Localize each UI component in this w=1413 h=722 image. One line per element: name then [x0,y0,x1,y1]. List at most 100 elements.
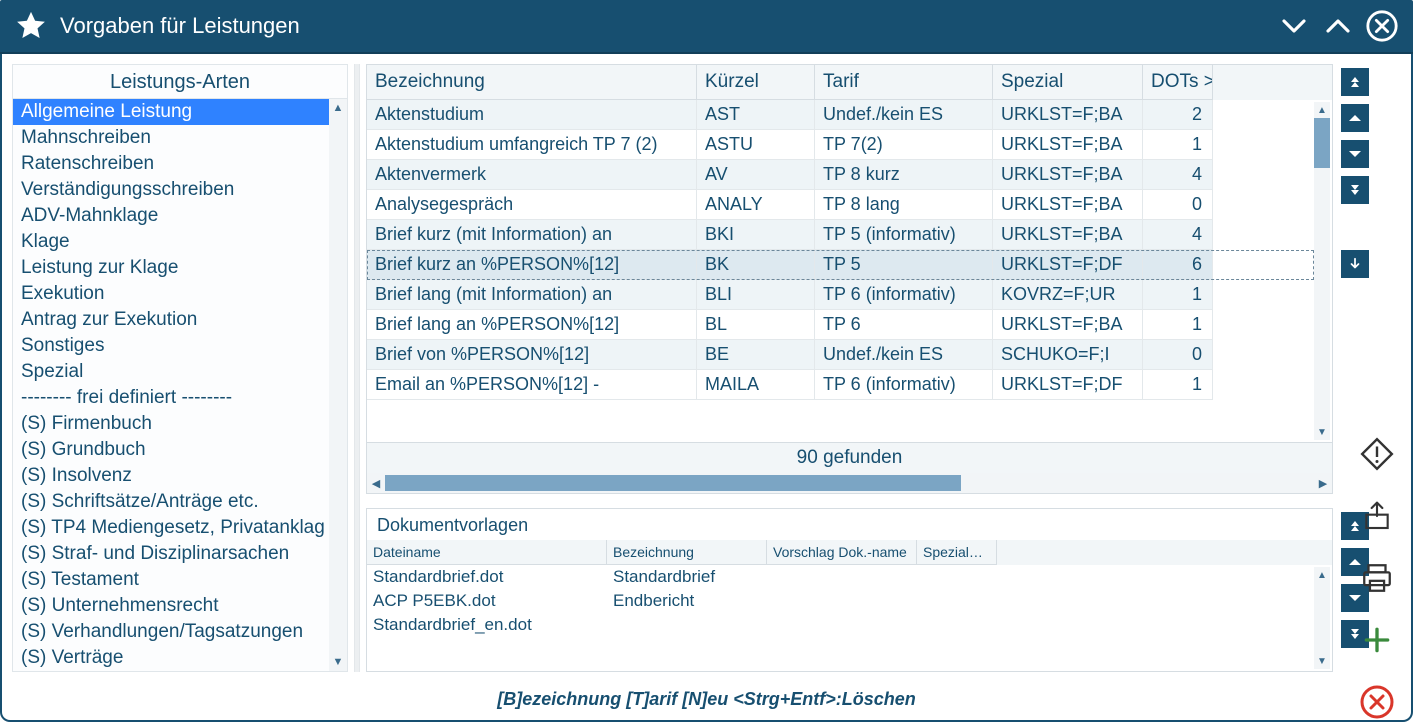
list-item[interactable]: -------- frei definiert -------- [13,385,329,411]
maximize-button[interactable] [1321,9,1355,43]
table-cell: Undef./kein ES [815,100,993,130]
table-row[interactable]: Brief von %PERSON%[12]BEUndef./kein ESSC… [367,340,1314,370]
star-icon [14,9,48,43]
table-row[interactable]: ACP P5EBK.dotEndbericht [367,589,1314,613]
doc-templates-grid[interactable]: Dokumentvorlagen Dateiname Bezeichnung V… [366,508,1333,672]
list-item[interactable]: Antrag zur Exekution [13,307,329,333]
table-row[interactable]: AktenvermerkAVTP 8 kurzURKLST=F;BA4 [367,160,1314,190]
minimize-button[interactable] [1277,9,1311,43]
list-item[interactable]: Mahnschreiben [13,125,329,151]
table-row[interactable]: Brief lang (mit Information) anBLITP 6 (… [367,280,1314,310]
table-cell [767,589,917,613]
list-item[interactable]: (S) Straf- und Disziplinarsachen [13,541,329,567]
list-item[interactable]: Ratenschreiben [13,151,329,177]
col-bezeichnung[interactable]: Bezeichnung [367,65,697,100]
col-dots[interactable]: DOTs > [1143,65,1213,100]
list-item[interactable]: Exekution [13,281,329,307]
list-item[interactable]: Leistung zur Klage [13,255,329,281]
col-spezial[interactable]: Spezial [993,65,1143,100]
table-row[interactable]: Standardbrief_en.dot [367,613,1314,637]
table-cell: Brief kurz an %PERSON%[12] [367,250,697,280]
table-row[interactable]: AnalysegesprächANALYTP 8 langURKLST=F;BA… [367,190,1314,220]
chevron-up-icon[interactable]: ▲ [1314,102,1330,118]
chevron-up-icon[interactable]: ▲ [329,99,347,117]
chevron-right-icon[interactable]: ▶ [1314,477,1332,490]
list-item[interactable]: (S) Firmenbuch [13,411,329,437]
chevron-down-icon[interactable]: ▼ [1314,424,1330,440]
nav-move-down-button[interactable] [1341,250,1369,278]
table-cell: ANALY [697,190,815,220]
sidebar-listbox[interactable]: Allgemeine LeistungMahnschreibenRatensch… [13,98,347,671]
chevron-down-icon[interactable]: ▼ [1314,653,1330,669]
table-cell: Brief lang (mit Information) an [367,280,697,310]
list-item[interactable]: (S) Verträge [13,645,329,671]
list-item[interactable]: (S) Unternehmensrecht [13,593,329,619]
list-item[interactable]: (S) Verhandlungen/Tagsatzungen [13,619,329,645]
list-item[interactable]: Allgemeine Leistung [13,99,329,125]
table-cell: TP 6 (informativ) [815,280,993,310]
col-tarif[interactable]: Tarif [815,65,993,100]
chevron-down-icon[interactable]: ▼ [329,653,347,671]
table-row[interactable]: Email an %PERSON%[12] -MAILATP 6 (inform… [367,370,1314,400]
list-item[interactable]: Verständigungsschreiben [13,177,329,203]
list-item[interactable]: (S) Schriftsätze/Anträge etc. [13,489,329,515]
export-button[interactable] [1357,496,1397,536]
window-title: Vorgaben für Leistungen [60,13,300,39]
add-button[interactable] [1357,620,1397,660]
table-row[interactable]: Brief kurz an %PERSON%[12]BKTP 5URKLST=F… [367,250,1314,280]
table-cell: BL [697,310,815,340]
splitter-vertical[interactable] [354,64,360,672]
list-item[interactable]: (S) Testament [13,567,329,593]
col-dateiname[interactable]: Dateiname [367,540,607,565]
table-cell: TP 5 (informativ) [815,220,993,250]
table-cell: AV [697,160,815,190]
col-vorschlag[interactable]: Vorschlag Dok.-name [767,540,917,565]
table-cell: URKLST=F;BA [993,100,1143,130]
list-item[interactable]: (S) Insolvenz [13,463,329,489]
sidebar-scrollbar[interactable]: ▲ ▼ [329,99,347,671]
main-grid-vscroll[interactable]: ▲ ▼ [1314,102,1330,440]
list-item[interactable]: Klage [13,229,329,255]
table-cell [917,613,997,637]
table-cell [767,613,917,637]
table-cell: URKLST=F;DF [993,250,1143,280]
table-cell: Aktenstudium [367,100,697,130]
col-doc-spezial[interactable]: Spezial… [917,540,997,565]
close-button[interactable] [1365,9,1399,43]
table-cell: BE [697,340,815,370]
table-row[interactable]: AktenstudiumASTUndef./kein ESURKLST=F;BA… [367,100,1314,130]
warning-button[interactable] [1357,434,1397,474]
nav-first-button[interactable] [1341,68,1369,96]
list-item[interactable]: (S) Grundbuch [13,437,329,463]
table-row[interactable]: Brief lang an %PERSON%[12]BLTP 6URKLST=F… [367,310,1314,340]
table-row[interactable]: Aktenstudium umfangreich TP 7 (2)ASTUTP … [367,130,1314,160]
table-cell: 2 [1143,100,1213,130]
chevron-up-icon[interactable]: ▲ [1314,567,1330,583]
col-kuerzel[interactable]: Kürzel [697,65,815,100]
table-cell: URKLST=F;BA [993,310,1143,340]
table-row[interactable]: Standardbrief.dotStandardbrief [367,565,1314,589]
print-button[interactable] [1357,558,1397,598]
table-cell: ASTU [697,130,815,160]
table-cell: URKLST=F;BA [993,160,1143,190]
list-item[interactable]: (S) TP4 Mediengesetz, Privatanklag [13,515,329,541]
table-row[interactable]: Brief kurz (mit Information) anBKITP 5 (… [367,220,1314,250]
col-doc-bezeichnung[interactable]: Bezeichnung [607,540,767,565]
nav-last-button[interactable] [1341,176,1369,204]
table-cell: TP 7(2) [815,130,993,160]
sidebar-title: Leistungs-Arten [13,65,347,98]
nav-up-button[interactable] [1341,104,1369,132]
table-cell: Endbericht [607,589,767,613]
chevron-left-icon[interactable]: ◀ [367,477,385,490]
main-data-grid[interactable]: Bezeichnung Kürzel Tarif Spezial DOTs > … [366,64,1333,494]
list-item[interactable]: Sonstiges [13,333,329,359]
list-item[interactable]: Spezial [13,359,329,385]
doc-grid-vscroll[interactable]: ▲ ▼ [1314,567,1330,669]
main-grid-hscroll[interactable]: ◀ ▶ [367,473,1332,493]
table-cell: SCHUKO=F;I [993,340,1143,370]
nav-down-button[interactable] [1341,140,1369,168]
table-cell: 1 [1143,280,1213,310]
list-item[interactable]: ADV-Mahnklage [13,203,329,229]
table-cell [607,613,767,637]
table-cell: 4 [1143,160,1213,190]
